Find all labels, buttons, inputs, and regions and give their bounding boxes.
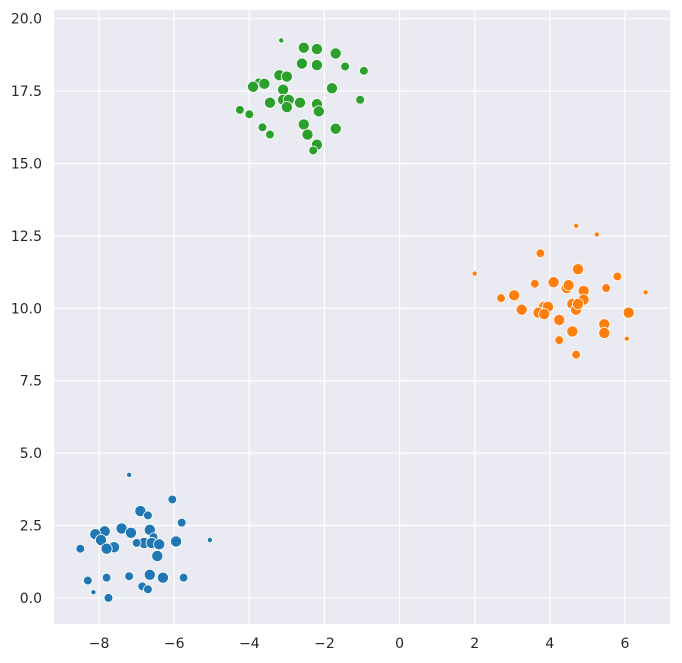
data-point — [280, 70, 293, 83]
data-point — [571, 263, 584, 276]
data-point — [143, 584, 153, 595]
data-point — [340, 61, 350, 72]
data-point — [547, 276, 560, 289]
data-point — [176, 517, 187, 528]
data-point — [100, 542, 113, 555]
data-point — [124, 571, 134, 582]
data-point — [359, 66, 369, 76]
data-point — [235, 105, 245, 115]
data-point — [143, 510, 153, 521]
data-point — [156, 571, 169, 584]
data-point — [206, 537, 213, 544]
data-point — [562, 279, 575, 292]
y-tick-label: 20.0 — [11, 12, 42, 28]
data-point — [308, 145, 318, 156]
data-point — [496, 293, 506, 303]
data-point — [103, 593, 114, 603]
data-point — [143, 568, 156, 581]
data-point — [125, 526, 138, 539]
data-point — [178, 572, 189, 583]
y-tick-label: 10.0 — [11, 301, 42, 317]
y-tick-label: 7.5 — [20, 374, 42, 390]
x-tick-label: −8 — [89, 636, 110, 652]
data-point — [126, 471, 133, 478]
data-point — [258, 77, 271, 90]
y-tick-label: 0.0 — [20, 591, 42, 607]
data-point — [278, 37, 285, 44]
data-point — [329, 122, 342, 135]
data-point — [94, 534, 107, 547]
data-point — [515, 303, 528, 316]
data-point — [151, 549, 164, 562]
data-point — [601, 283, 611, 293]
data-point — [101, 572, 112, 583]
data-point — [257, 122, 268, 133]
x-tick-labels: −8 −6 −4 −2 0 2 4 6 — [89, 636, 630, 652]
x-tick-label: −6 — [164, 636, 185, 652]
data-point — [571, 349, 581, 360]
data-point — [622, 306, 635, 319]
data-point — [170, 535, 183, 548]
data-point — [566, 325, 579, 338]
data-point — [247, 80, 260, 93]
data-point — [263, 96, 276, 109]
data-point — [295, 57, 308, 70]
data-point — [294, 96, 307, 109]
x-gridlines — [98, 10, 626, 624]
data-points — [75, 37, 649, 603]
data-point — [244, 109, 255, 120]
x-tick-label: −4 — [239, 636, 260, 652]
data-point — [153, 538, 166, 551]
x-tick-label: 4 — [545, 636, 554, 652]
data-point — [277, 83, 290, 96]
y-tick-labels: 0.0 2.5 5.0 7.5 10.0 12.5 15.0 17.5 20.0 — [11, 12, 42, 607]
x-tick-label: 0 — [395, 636, 404, 652]
data-point — [554, 335, 564, 345]
data-point — [265, 129, 275, 140]
y-gridlines — [54, 18, 670, 599]
data-point — [167, 494, 178, 505]
data-point — [75, 543, 86, 554]
x-tick-label: 6 — [620, 636, 629, 652]
data-point — [297, 118, 310, 131]
data-point — [471, 270, 478, 277]
data-point — [355, 94, 365, 105]
y-tick-label: 17.5 — [11, 84, 42, 100]
data-point — [553, 313, 566, 326]
data-point — [83, 575, 93, 586]
data-point — [538, 308, 551, 321]
data-point — [623, 335, 630, 342]
data-point — [508, 289, 521, 302]
plot-area — [54, 10, 670, 624]
x-tick-label: −2 — [314, 636, 335, 652]
data-point — [529, 278, 540, 289]
data-point — [90, 589, 97, 596]
y-tick-label: 12.5 — [11, 229, 42, 245]
data-point — [325, 82, 338, 95]
data-point — [329, 47, 342, 60]
x-tick-label: 2 — [470, 636, 479, 652]
data-point — [301, 128, 314, 141]
data-point — [312, 105, 325, 118]
data-point — [310, 59, 323, 72]
data-point — [642, 289, 649, 296]
y-tick-label: 5.0 — [20, 446, 42, 462]
data-point — [593, 231, 600, 238]
data-point — [598, 326, 611, 339]
data-point — [535, 248, 546, 259]
y-tick-label: 15.0 — [11, 157, 42, 173]
data-point — [573, 222, 580, 229]
data-point — [310, 43, 323, 56]
data-point — [612, 271, 623, 282]
data-point — [280, 101, 293, 114]
data-point — [297, 41, 310, 54]
data-point — [571, 297, 584, 310]
data-point — [131, 538, 142, 548]
y-tick-label: 2.5 — [20, 519, 42, 535]
